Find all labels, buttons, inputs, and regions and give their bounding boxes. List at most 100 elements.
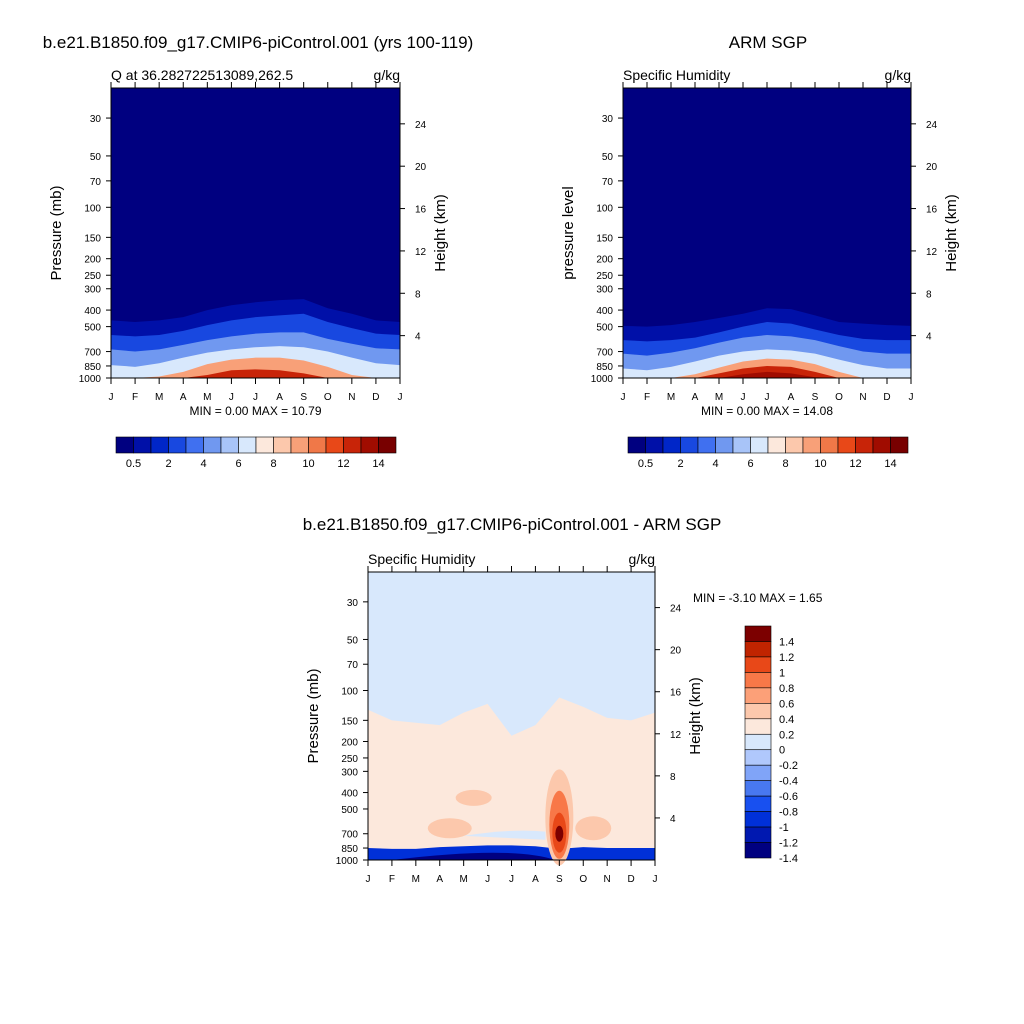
- colorbar-swatch: [378, 436, 397, 454]
- colorbar-swatch: [325, 436, 344, 454]
- colorbar-swatch: [744, 842, 772, 859]
- y-tick-label: 1000: [591, 374, 614, 385]
- y-right-tick-label: 8: [415, 289, 421, 300]
- x-tick-label: F: [389, 874, 395, 885]
- x-tick-label: A: [276, 392, 283, 403]
- y-tick-label: 850: [596, 362, 613, 373]
- contour-layer: [623, 371, 911, 378]
- colorbar-swatch: [744, 811, 772, 828]
- y-right-axis-label: Height (km): [687, 677, 704, 755]
- colorbar-label: 1: [779, 667, 785, 679]
- x-tick-label: O: [835, 392, 843, 403]
- y-tick-label: 200: [341, 738, 358, 749]
- min-max-stats: MIN = -3.10 MAX = 1.65: [693, 591, 823, 605]
- colorbar-label: 0.2: [779, 729, 794, 741]
- colorbar-swatch: [168, 436, 187, 454]
- x-tick-label: M: [667, 392, 675, 403]
- x-tick-label: S: [556, 874, 563, 885]
- x-tick-label: J: [253, 392, 258, 403]
- y-axis-label: Pressure (mb): [48, 185, 65, 280]
- y-right-tick-label: 12: [670, 730, 682, 741]
- y-tick-label: 70: [347, 660, 359, 671]
- y-right-tick-label: 12: [926, 247, 938, 258]
- y-right-tick-label: 8: [926, 289, 932, 300]
- colorbar-label: 1.4: [779, 636, 794, 648]
- y-tick-label: 400: [84, 306, 101, 317]
- colorbar-swatch: [744, 672, 772, 689]
- y-tick-label: 200: [596, 255, 613, 266]
- negative-anomaly-blob: [463, 830, 546, 840]
- model-panel: Q at 36.282722513089,262.5 g/kg J F M A M J J A S O…: [48, 67, 449, 470]
- colorbar-swatch: [150, 436, 169, 454]
- colorbar-label: -1: [779, 822, 789, 834]
- colorbar-label: -0.4: [779, 776, 798, 788]
- y-right-axis-label: Height (km): [943, 194, 960, 272]
- y-axis-label: Pressure (mb): [305, 668, 322, 763]
- colorbar-label: -1.2: [779, 838, 798, 850]
- colorbar-label: 12: [337, 458, 349, 470]
- x-tick-label: S: [300, 392, 307, 403]
- x-tick-label: J: [109, 392, 114, 403]
- colorbar-label: -0.2: [779, 760, 798, 772]
- colorbar-swatch: [744, 656, 772, 673]
- colorbar-label: 6: [747, 458, 753, 470]
- colorbar-swatch: [290, 436, 309, 454]
- y-tick-label: 150: [341, 716, 358, 727]
- y-tick-label: 250: [341, 754, 358, 765]
- colorbar-swatch: [872, 436, 891, 454]
- x-tick-label: J: [621, 392, 626, 403]
- colorbar-swatch: [273, 436, 292, 454]
- colorbar-label: 8: [270, 458, 276, 470]
- colorbar-label: 10: [814, 458, 826, 470]
- colorbar-swatch: [662, 436, 681, 454]
- x-tick-label: J: [398, 392, 403, 403]
- x-tick-label: F: [644, 392, 650, 403]
- y-tick-label: 70: [90, 177, 102, 188]
- colorbar-label: 6: [235, 458, 241, 470]
- y-right-tick-label: 20: [415, 162, 427, 173]
- x-tick-label: J: [366, 874, 371, 885]
- y-tick-label: 250: [84, 271, 101, 282]
- y-right-tick-label: 4: [415, 332, 421, 343]
- y-tick-label: 30: [602, 114, 614, 125]
- y-tick-label: 50: [602, 152, 614, 163]
- colorbar-label: 0.5: [638, 458, 653, 470]
- x-tick-label: N: [604, 874, 611, 885]
- y-right-tick-label: 16: [415, 205, 427, 216]
- y-tick-label: 400: [596, 306, 613, 317]
- y-tick-label: 500: [84, 323, 101, 334]
- units-label: g/kg: [885, 67, 911, 83]
- x-tick-label: A: [180, 392, 187, 403]
- x-tick-label: D: [627, 874, 634, 885]
- colorbar-swatch: [133, 436, 152, 454]
- x-tick-label: M: [459, 874, 467, 885]
- y-right-tick-label: 4: [926, 332, 932, 343]
- panel-subtitle: Specific Humidity: [368, 551, 475, 567]
- positive-anomaly-blob: [555, 825, 564, 842]
- x-tick-label: J: [229, 392, 234, 403]
- colorbar-swatch: [715, 436, 734, 454]
- units-label: g/kg: [374, 67, 400, 83]
- colorbar-swatch: [744, 718, 772, 735]
- y-tick-label: 50: [90, 152, 102, 163]
- colorbar-swatch: [785, 436, 804, 454]
- y-right-tick-label: 20: [926, 162, 938, 173]
- colorbar-label: 0.4: [779, 714, 794, 726]
- min-max-stats: MIN = 0.00 MAX = 14.08: [701, 404, 833, 418]
- x-tick-label: J: [653, 874, 658, 885]
- y-tick-label: 850: [341, 844, 358, 855]
- x-tick-label: F: [132, 392, 138, 403]
- y-right-tick-label: 16: [926, 205, 938, 216]
- panel1-title: b.e21.B1850.f09_g17.CMIP6-piControl.001 …: [43, 33, 474, 52]
- colorbar-swatch: [744, 826, 772, 843]
- panel-subtitle: Specific Humidity: [623, 67, 730, 83]
- y-tick-label: 100: [341, 686, 358, 697]
- colorbar-label: -0.8: [779, 807, 798, 819]
- y-tick-label: 70: [602, 177, 614, 188]
- y-tick-label: 400: [341, 789, 358, 800]
- colorbar-label: 14: [372, 458, 384, 470]
- colorbar-label: -0.6: [779, 791, 798, 803]
- y-tick-label: 30: [90, 114, 102, 125]
- y-tick-label: 250: [596, 271, 613, 282]
- colorbar-label: 2: [165, 458, 171, 470]
